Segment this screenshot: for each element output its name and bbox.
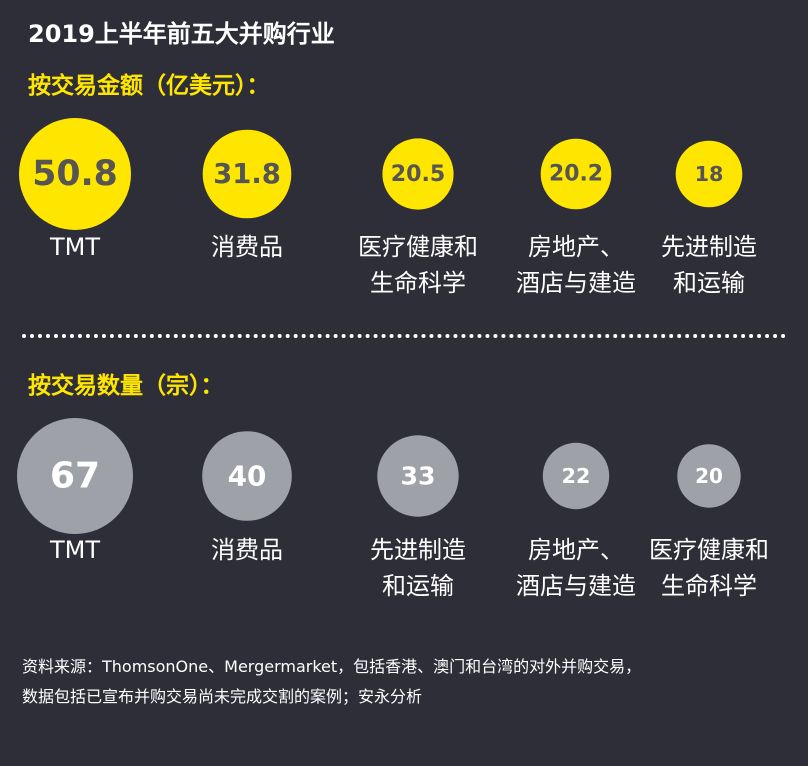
amount-value-label-5: 18	[695, 162, 724, 186]
amount-category-label-5-line-1: 先进制造	[661, 233, 757, 261]
amount-bubble-4	[540, 138, 612, 210]
count-value-label-2: 40	[228, 460, 267, 493]
amount-value-label-4: 20.2	[549, 162, 603, 187]
count-bubble-2	[202, 431, 292, 521]
count-value-label-3: 33	[400, 462, 435, 491]
amount-bubble-3	[382, 138, 454, 210]
amount-category-label-2: 消费品	[211, 233, 283, 261]
count-category-label-5-line-2: 生命科学	[661, 572, 757, 600]
count-bubble-1	[17, 418, 133, 534]
count-category-label-4-line-2: 酒店与建造	[516, 572, 636, 600]
amount-value-label-2: 31.8	[213, 158, 281, 190]
count-value-label-1: 67	[50, 456, 100, 497]
source-line-2: 数据包括已宣布并购交易尚未完成交割的案例；安永分析	[22, 687, 423, 706]
infographic-title: 2019上半年前五大并购行业	[28, 20, 335, 48]
count-bubble-4	[542, 442, 610, 510]
count-value-label-4: 22	[562, 464, 591, 488]
count-section-title: 按交易数量（宗）：	[28, 373, 224, 399]
count-category-label-1: TMT	[49, 536, 100, 564]
count-category-label-2: 消费品	[211, 536, 283, 564]
amount-category-label-4-line-1: 房地产、	[528, 233, 624, 261]
count-value-label-5: 20	[695, 464, 723, 488]
amount-category-label-4-line-2: 酒店与建造	[516, 269, 636, 297]
amount-category-label-3-line-2: 生命科学	[370, 269, 466, 297]
count-category-label-5-line-1: 医疗健康和	[649, 536, 769, 564]
source-note: 资料来源：ThomsonOne、Mergermarket，包括香港、澳门和台湾的…	[22, 652, 792, 712]
amount-value-label-3: 20.5	[391, 161, 446, 187]
amount-category-label-5-line-2: 和运输	[673, 269, 745, 297]
amount-bubble-5	[675, 140, 743, 208]
count-bubble-5	[677, 444, 741, 508]
dotted-divider	[22, 334, 786, 338]
amount-category-label-1: TMT	[49, 233, 100, 261]
count-category-label-3-line-2: 和运输	[382, 572, 454, 600]
amount-value-label-1: 50.8	[32, 154, 118, 194]
count-bubble-3	[377, 435, 459, 517]
amount-bubble-2	[202, 129, 292, 219]
count-category-label-3-line-1: 先进制造	[370, 536, 466, 564]
count-category-label-4-line-1: 房地产、	[528, 536, 624, 564]
amount-category-label-3-line-1: 医疗健康和	[358, 233, 478, 261]
amount-section-title: 按交易金额（亿美元）：	[28, 73, 270, 99]
amount-bubble-1	[19, 118, 131, 230]
source-line-1: 资料来源：ThomsonOne、Mergermarket，包括香港、澳门和台湾的…	[22, 657, 642, 676]
